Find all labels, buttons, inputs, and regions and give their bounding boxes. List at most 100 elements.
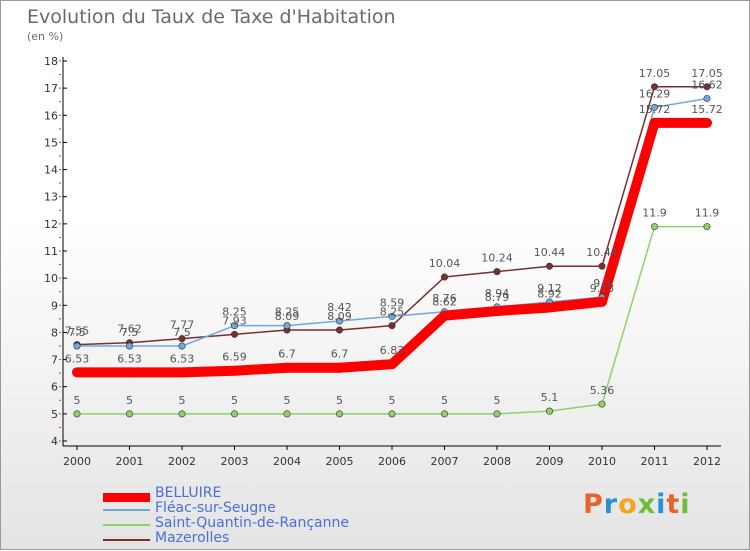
data-point xyxy=(598,400,606,408)
data-point xyxy=(282,362,292,373)
data-point xyxy=(124,367,135,378)
logo-letter: i xyxy=(656,489,667,520)
data-label: 8.59 xyxy=(380,296,405,309)
data-label: 7.5 xyxy=(121,326,139,339)
x-tick-label: 2001 xyxy=(116,455,144,468)
data-point xyxy=(126,410,134,418)
data-point xyxy=(283,410,291,418)
x-tick-label: 2012 xyxy=(693,455,721,468)
y-tick-label: 15 xyxy=(44,136,58,149)
data-label: 5 xyxy=(179,394,186,407)
legend-swatch-belluire xyxy=(103,493,150,502)
data-label: 9.13 xyxy=(590,282,615,295)
x-tick-label: 2005 xyxy=(326,455,354,468)
data-label: 5 xyxy=(494,394,501,407)
data-point xyxy=(73,410,81,418)
y-tick-label: 10 xyxy=(44,272,58,285)
data-label: 8.62 xyxy=(432,296,457,309)
y-tick-label: 14 xyxy=(44,164,58,177)
legend-swatch-saint-quantin xyxy=(103,524,150,526)
y-tick-label: 8 xyxy=(51,326,58,339)
x-tick-label: 2007 xyxy=(431,455,459,468)
x-tick-label: 2006 xyxy=(378,455,406,468)
data-label: 6.59 xyxy=(222,351,247,364)
data-point xyxy=(650,223,658,231)
data-point xyxy=(703,223,711,231)
data-point xyxy=(388,312,396,320)
data-point xyxy=(178,410,186,418)
chart-subtitle: (en %) xyxy=(27,30,64,43)
data-label: 7.62 xyxy=(117,323,142,336)
x-tick-label: 2008 xyxy=(483,455,511,468)
data-label: 6.53 xyxy=(65,352,90,365)
data-label: 5 xyxy=(389,394,396,407)
data-point xyxy=(229,365,240,376)
data-label: 9.3 xyxy=(593,277,611,290)
logo-letter: P xyxy=(583,489,604,520)
data-point xyxy=(493,410,501,418)
data-point xyxy=(703,94,711,102)
series-points xyxy=(72,83,712,418)
data-label: 6.7 xyxy=(278,348,296,361)
x-tick-label: 2004 xyxy=(273,455,301,468)
data-point xyxy=(283,322,291,330)
data-point xyxy=(493,268,501,276)
data-label: 8.25 xyxy=(380,306,405,319)
data-point xyxy=(702,117,712,128)
x-tick-label: 2011 xyxy=(641,455,669,468)
data-label: 5 xyxy=(74,394,81,407)
data-label: 16.29 xyxy=(639,87,671,100)
y-tick-label: 4 xyxy=(51,435,58,448)
data-point xyxy=(703,83,711,91)
data-label: 5.36 xyxy=(590,384,615,397)
x-tick-label: 2010 xyxy=(588,455,616,468)
legend-swatch-mazerolles xyxy=(103,539,150,541)
data-point xyxy=(178,342,186,350)
logo-letter: i xyxy=(680,489,691,520)
data-label: 9.12 xyxy=(537,282,562,295)
data-point xyxy=(73,342,81,350)
data-label: 8.09 xyxy=(275,310,300,323)
legend-swatch-fleac xyxy=(103,509,150,511)
data-point xyxy=(492,305,502,316)
data-label: 17.05 xyxy=(639,67,671,80)
data-label: 5 xyxy=(336,394,343,407)
data-point xyxy=(649,117,660,128)
data-label: 8.79 xyxy=(485,291,510,304)
data-label: 16.62 xyxy=(691,78,723,91)
data-point xyxy=(177,367,187,378)
data-label: 17.05 xyxy=(691,67,723,80)
data-label: 10.04 xyxy=(429,257,461,270)
data-label: 5.1 xyxy=(541,391,559,404)
y-tick-label: 17 xyxy=(44,82,58,95)
data-label: 7.93 xyxy=(222,314,247,327)
data-label: 15.72 xyxy=(691,103,723,116)
data-label: 7.77 xyxy=(170,319,195,332)
data-label: 8.42 xyxy=(327,301,352,314)
data-label: 6.83 xyxy=(380,344,405,357)
x-tick-label: 2002 xyxy=(168,455,196,468)
logo-letter: o xyxy=(618,489,638,520)
data-label: 10.44 xyxy=(586,246,618,259)
logo-letter: t xyxy=(666,489,681,520)
data-label: 11.9 xyxy=(642,207,667,220)
logo-letter: r xyxy=(603,489,619,520)
data-labels: 6.53 6.53 6.53 6.59 6.7 6.7 6.838.62 8.79 8.92 9.… xyxy=(65,67,723,407)
logo-letter: x xyxy=(637,489,657,520)
data-point xyxy=(650,103,658,111)
y-tick-label: 5 xyxy=(51,408,58,421)
data-point xyxy=(440,273,448,281)
data-point xyxy=(231,330,239,338)
data-point xyxy=(334,362,345,373)
data-label: 11.9 xyxy=(695,207,720,220)
data-label: 8.76 xyxy=(432,292,457,305)
data-point xyxy=(388,322,396,330)
data-point xyxy=(545,407,553,415)
data-point xyxy=(545,262,553,270)
data-label: 7.5 xyxy=(68,326,86,339)
data-point xyxy=(439,310,450,321)
legend-label-saint-quantin: Saint-Quantin-de-Rançanne xyxy=(155,515,349,531)
y-tick-label: 9 xyxy=(51,299,58,312)
